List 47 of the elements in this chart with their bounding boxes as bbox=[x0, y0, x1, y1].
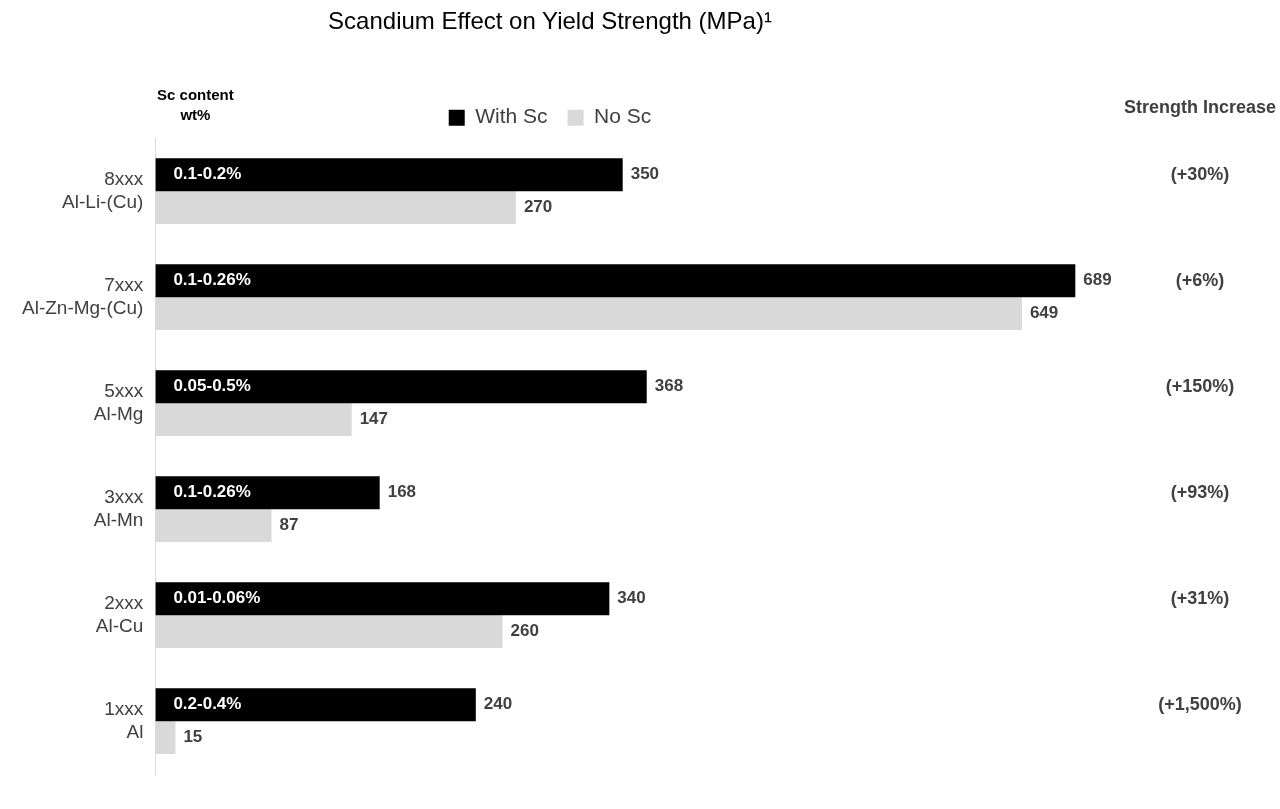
legend-label: No Sc bbox=[594, 104, 652, 128]
bar bbox=[155, 688, 476, 722]
chart-title: Scandium Effect on Yield Strength (MPa)¹ bbox=[328, 7, 772, 35]
text: Sc content wt% bbox=[157, 86, 234, 124]
bar bbox=[155, 158, 623, 192]
text: Strength Increase bbox=[1123, 97, 1277, 118]
bar bbox=[155, 403, 352, 437]
annotation: 0.1-0.2% bbox=[173, 164, 242, 184]
annotation: 0.1-0.26% bbox=[173, 482, 251, 502]
annotation: 0.05-0.5% bbox=[173, 376, 251, 396]
y-tick-label: 2xxx Al-Cu bbox=[95, 592, 144, 636]
bar bbox=[155, 476, 380, 510]
text: (+150%) bbox=[1165, 375, 1235, 396]
bar bbox=[155, 370, 647, 404]
data-label: 240 bbox=[483, 694, 513, 714]
annotation: 0.01-0.06% bbox=[173, 588, 261, 608]
annotation: 0.2-0.4% bbox=[173, 694, 242, 714]
text: (+30%) bbox=[1170, 163, 1230, 184]
annotation: 0.1-0.26% bbox=[173, 270, 251, 290]
data-label: 260 bbox=[510, 621, 539, 641]
legend-label: With Sc bbox=[475, 104, 548, 128]
data-label: 168 bbox=[387, 482, 417, 502]
bar bbox=[155, 721, 176, 755]
data-label: 147 bbox=[359, 409, 389, 429]
data-label: 368 bbox=[654, 376, 684, 396]
bar bbox=[155, 509, 272, 543]
y-tick-label: 5xxx Al-Mg bbox=[93, 380, 144, 424]
y-tick-label: 8xxx Al-Li-(Cu) bbox=[62, 168, 144, 212]
y-tick-label: 3xxx Al-Mn bbox=[93, 486, 144, 530]
text: (+31%) bbox=[1170, 587, 1230, 608]
y-tick-label: 1xxx Al bbox=[104, 698, 144, 742]
data-label: 87 bbox=[279, 515, 299, 535]
bar bbox=[155, 191, 516, 225]
text: (+6%) bbox=[1175, 269, 1225, 290]
y-tick-label: 7xxx Al-Zn-Mg-(Cu) bbox=[21, 274, 144, 318]
data-label: 689 bbox=[1083, 270, 1112, 290]
data-label: 15 bbox=[183, 727, 203, 747]
text: (+93%) bbox=[1170, 481, 1230, 502]
bar bbox=[155, 264, 1076, 298]
bar bbox=[155, 615, 503, 649]
data-label: 350 bbox=[630, 164, 660, 184]
text: (+1,500%) bbox=[1158, 693, 1242, 714]
data-label: 270 bbox=[523, 197, 553, 217]
bar bbox=[155, 297, 1022, 331]
data-label: 340 bbox=[617, 588, 646, 608]
data-label: 649 bbox=[1029, 303, 1059, 323]
bar bbox=[155, 582, 610, 616]
